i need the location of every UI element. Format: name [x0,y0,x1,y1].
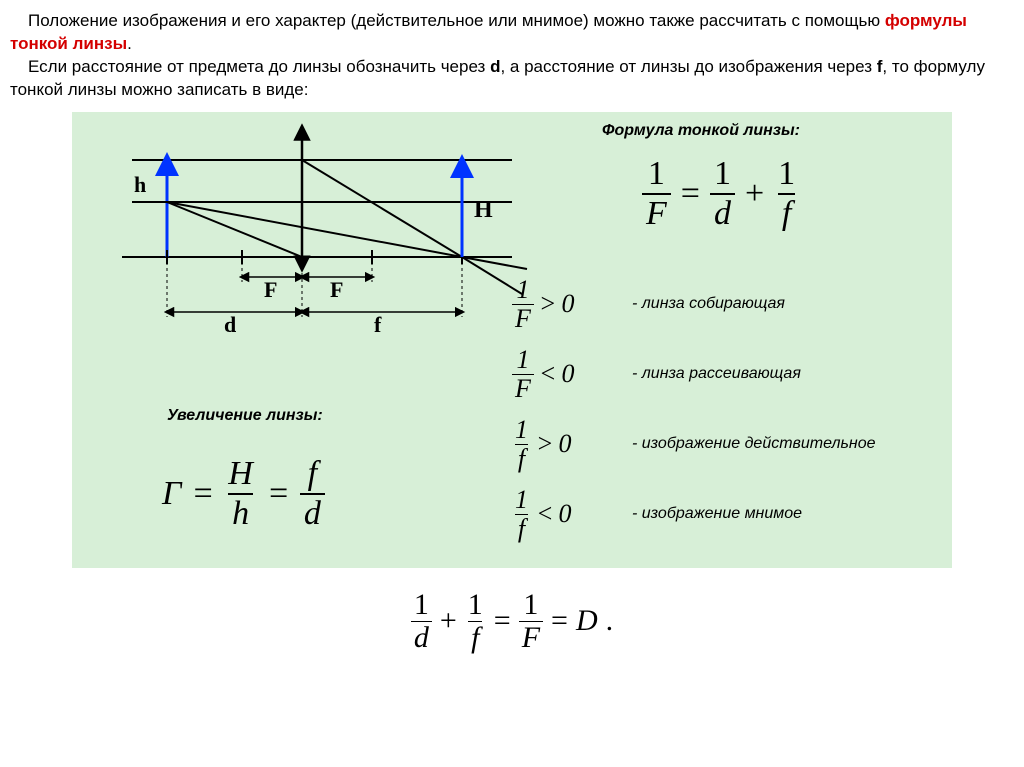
svg-text:F: F [264,277,277,302]
magnification-title: Увеличение линзы: [167,407,323,425]
intro-text-3: Если расстояние от предмета до линзы обо… [28,57,490,76]
thin-lens-formula: 1F = 1d + 1f [642,157,799,231]
svg-text:d: d [224,312,236,337]
sign-row-4: 1f < 0 - изображение мнимое [512,487,802,542]
intro-paragraphs: Положение изображения и его характер (де… [10,10,1014,102]
svg-text:F: F [330,277,343,302]
var-d: d [490,57,500,76]
intro-text-1: Положение изображения и его характер (де… [28,11,885,30]
svg-text:f: f [374,312,382,337]
svg-text:h: h [134,172,146,197]
bottom-formula: 1d + 1f = 1F = D. [10,588,1014,653]
sign-row-3: 1f > 0 - изображение действительное [512,417,876,472]
sign-row-2: 1F < 0 - линза рассеивающая [512,347,801,402]
svg-text:H: H [474,197,493,223]
sign-row-1: 1F > 0 - линза собирающая [512,277,785,332]
magnification-formula: Г = Hh = fd [162,457,325,531]
intro-text-4: , а расстояние от линзы до изображения ч… [500,57,876,76]
figure-panel: h H F F d f Формула тонкой линзы: 1F = 1… [72,112,952,568]
formula-title: Формула тонкой линзы: [602,122,800,140]
ray-diagram: h H F F d f [112,122,532,352]
intro-text-2: . [127,34,132,53]
